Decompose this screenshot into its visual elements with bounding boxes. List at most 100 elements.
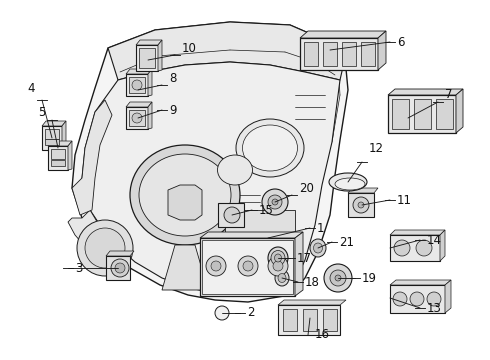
Polygon shape [136,40,162,45]
Circle shape [243,261,253,271]
Text: 20: 20 [299,181,314,194]
Circle shape [132,113,142,123]
Text: 7: 7 [445,89,452,102]
Circle shape [394,240,410,256]
Polygon shape [440,230,445,261]
Bar [139,48,155,68]
Bar [51,160,65,166]
Ellipse shape [275,270,289,286]
Circle shape [427,292,441,306]
Bar [323,309,337,331]
Circle shape [111,259,129,277]
Text: 13: 13 [427,302,442,315]
Text: 1: 1 [317,221,324,234]
Circle shape [330,270,346,286]
Ellipse shape [139,154,231,236]
Bar [136,45,158,71]
Text: 2: 2 [247,306,254,320]
Polygon shape [445,280,451,313]
Bar [126,107,148,129]
Polygon shape [62,121,66,150]
Bar [42,126,62,150]
Text: 9: 9 [169,104,176,117]
Bar [45,139,59,145]
Polygon shape [68,141,72,170]
Polygon shape [295,232,303,296]
Polygon shape [48,141,72,146]
Text: 5: 5 [38,105,45,118]
Circle shape [324,264,352,292]
Bar [129,77,145,93]
Circle shape [206,256,226,276]
Text: 8: 8 [169,72,176,85]
Bar [304,42,318,66]
Text: 3: 3 [75,261,82,274]
Bar [436,99,453,129]
Ellipse shape [329,173,367,191]
Bar [51,149,65,159]
Polygon shape [68,210,130,275]
Ellipse shape [243,125,297,171]
Circle shape [224,207,240,223]
Bar [278,305,340,335]
Polygon shape [348,188,378,193]
Polygon shape [148,102,152,129]
Circle shape [132,80,142,90]
Polygon shape [148,69,152,96]
Polygon shape [72,22,348,302]
Bar [361,42,375,66]
Ellipse shape [271,251,285,266]
Circle shape [115,263,125,273]
Polygon shape [388,89,463,95]
Bar [218,203,244,227]
Bar [348,193,374,217]
Bar [225,210,295,240]
Polygon shape [456,89,463,133]
Bar [45,129,59,139]
Bar [300,38,378,70]
Polygon shape [42,121,66,126]
Text: 18: 18 [305,275,320,288]
Ellipse shape [335,178,365,190]
Polygon shape [162,245,208,290]
Text: 16: 16 [315,328,330,342]
Ellipse shape [314,243,322,253]
Polygon shape [126,102,152,107]
Ellipse shape [218,155,252,185]
Polygon shape [300,31,386,38]
Polygon shape [278,300,346,305]
Bar [106,256,130,280]
Text: 14: 14 [427,234,442,247]
Bar [388,95,456,133]
Circle shape [85,228,125,268]
Circle shape [272,199,278,205]
Ellipse shape [130,145,240,245]
Ellipse shape [268,247,288,269]
Polygon shape [106,251,134,256]
Bar [202,240,293,294]
Circle shape [268,195,282,209]
Circle shape [211,261,221,271]
Polygon shape [158,40,162,71]
Circle shape [238,256,258,276]
Bar [129,110,145,126]
Text: 19: 19 [362,271,377,284]
Circle shape [77,220,133,276]
Text: 15: 15 [259,203,274,216]
Text: 4: 4 [27,81,35,94]
Text: 11: 11 [397,194,412,207]
Bar [126,74,148,96]
Bar [303,309,317,331]
Polygon shape [200,232,303,238]
Circle shape [416,240,432,256]
Bar [283,309,297,331]
Circle shape [268,256,288,276]
Polygon shape [390,230,445,235]
Polygon shape [82,62,340,296]
Bar [200,238,295,296]
Ellipse shape [278,274,286,283]
Circle shape [358,202,364,208]
Text: 17: 17 [297,252,312,265]
Bar [342,42,356,66]
Polygon shape [390,280,451,285]
